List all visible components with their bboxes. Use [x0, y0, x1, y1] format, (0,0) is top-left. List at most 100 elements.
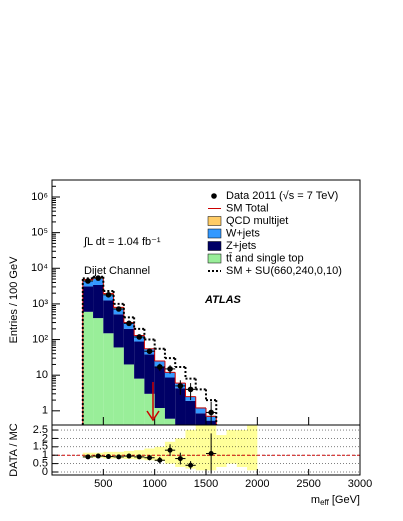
ratio-frame — [51, 424, 361, 476]
y-tick-label: 0.5 — [33, 458, 48, 470]
data-point — [157, 364, 163, 370]
data-point — [157, 457, 163, 463]
data-point — [147, 455, 153, 461]
data-point — [126, 453, 132, 459]
legend-marker — [207, 216, 222, 226]
x-tick-label: 3000 — [348, 478, 372, 490]
uncertainty-band — [154, 446, 165, 462]
y-tick-label: 10² — [32, 333, 48, 345]
x-tick-label: 500 — [94, 478, 112, 490]
bar-segment — [164, 418, 176, 425]
data-point — [126, 320, 132, 327]
data-point — [146, 348, 153, 355]
y-tick-label: 1 — [42, 405, 48, 417]
bar-segment — [123, 328, 135, 365]
y-tick-label: 10⁶ — [31, 191, 48, 203]
legend-label: QCD multijet — [226, 215, 288, 227]
legend-marker — [207, 253, 222, 264]
limit-arrow-head — [146, 410, 160, 422]
data-point — [115, 306, 122, 312]
legend-label: SM Total — [226, 202, 269, 214]
bar-segment — [144, 354, 155, 394]
uncertainty-band — [247, 425, 258, 471]
legend-label: W+jets — [226, 227, 260, 239]
bar-segment — [103, 333, 114, 425]
x-axis-label-part: [GeV] — [329, 494, 360, 506]
uncertainty-band — [226, 430, 237, 464]
bar-segment — [185, 400, 196, 425]
bar-segment — [164, 377, 176, 419]
bar-segment — [82, 311, 94, 425]
bar-segment — [113, 314, 124, 348]
bar-segment — [93, 318, 104, 425]
bar-segment — [113, 347, 124, 425]
bar-segment — [195, 413, 206, 425]
bar-segment — [175, 429, 185, 430]
bar-segment — [134, 341, 145, 379]
data-point — [167, 447, 173, 453]
bar-segment — [154, 407, 165, 425]
y-tick-label: 2 — [42, 432, 48, 444]
data-point — [177, 383, 184, 389]
legend-label: tt̄ and single top — [226, 252, 304, 264]
uncertainty-band — [236, 430, 248, 467]
data-point — [116, 454, 122, 460]
uncertainty-band — [144, 448, 155, 461]
x-tick-label: 2000 — [245, 478, 269, 490]
data-point — [208, 409, 214, 416]
atlas-label: ATLAS — [204, 294, 242, 306]
bar-segment — [164, 372, 176, 378]
bar-segment — [123, 364, 135, 425]
ratio-plot — [52, 425, 360, 474]
bar-segment — [195, 407, 206, 414]
lumi-label: ∫L dt = 1.04 fb⁻¹ — [83, 236, 161, 248]
data-point — [85, 278, 91, 284]
x-tick-label: 1500 — [194, 478, 218, 490]
bar-segment — [144, 393, 155, 425]
bar-segment — [82, 286, 94, 312]
data-point — [208, 451, 214, 457]
x-tick-label: 2500 — [296, 478, 320, 490]
x-axis-label-part: m — [311, 494, 320, 506]
bar-segment — [175, 388, 186, 425]
y-tick-label: 0 — [42, 466, 48, 478]
legend-marker — [207, 228, 222, 239]
data-point — [95, 275, 101, 281]
y-tick-label: 1.5 — [33, 441, 48, 453]
data-point — [188, 462, 194, 468]
data-point — [167, 366, 173, 372]
uncertainty-band — [175, 438, 186, 467]
data-point — [95, 453, 101, 459]
legend-label: Z+jets — [226, 240, 257, 252]
bar-segment — [93, 284, 104, 319]
bar-segment — [134, 378, 145, 425]
y-axis-label: Entries / 100 GeV — [8, 256, 20, 343]
data-point — [136, 334, 143, 340]
data-point — [105, 454, 111, 460]
x-axis-label-sub: eff — [320, 498, 330, 507]
uncertainty-band — [195, 425, 206, 471]
bar-segment — [154, 366, 165, 408]
uncertainty-band — [216, 435, 227, 467]
legend-marker — [211, 193, 217, 199]
data-point — [85, 454, 91, 460]
legend-label: SM + SU(660,240,0,10) — [226, 265, 342, 277]
y-tick-label: 10⁵ — [31, 227, 48, 239]
channel-label: Dijet Channel — [84, 265, 150, 277]
bar-segment — [103, 300, 114, 334]
y-tick-label: 10³ — [32, 298, 48, 310]
y-axis-label: DATA / MC — [8, 423, 20, 476]
data-point — [136, 454, 142, 460]
data-point — [105, 292, 112, 298]
data-point — [187, 386, 194, 393]
legend-marker — [207, 241, 222, 251]
x-axis-label: meff [GeV] — [311, 494, 360, 507]
data-point — [177, 456, 183, 462]
uncertainty-band — [185, 430, 196, 469]
y-tick-label: 10⁴ — [31, 262, 48, 274]
y-tick-label: 10 — [36, 369, 48, 381]
y-tick-label: 1 — [42, 449, 48, 461]
x-tick-label: 1000 — [142, 478, 166, 490]
